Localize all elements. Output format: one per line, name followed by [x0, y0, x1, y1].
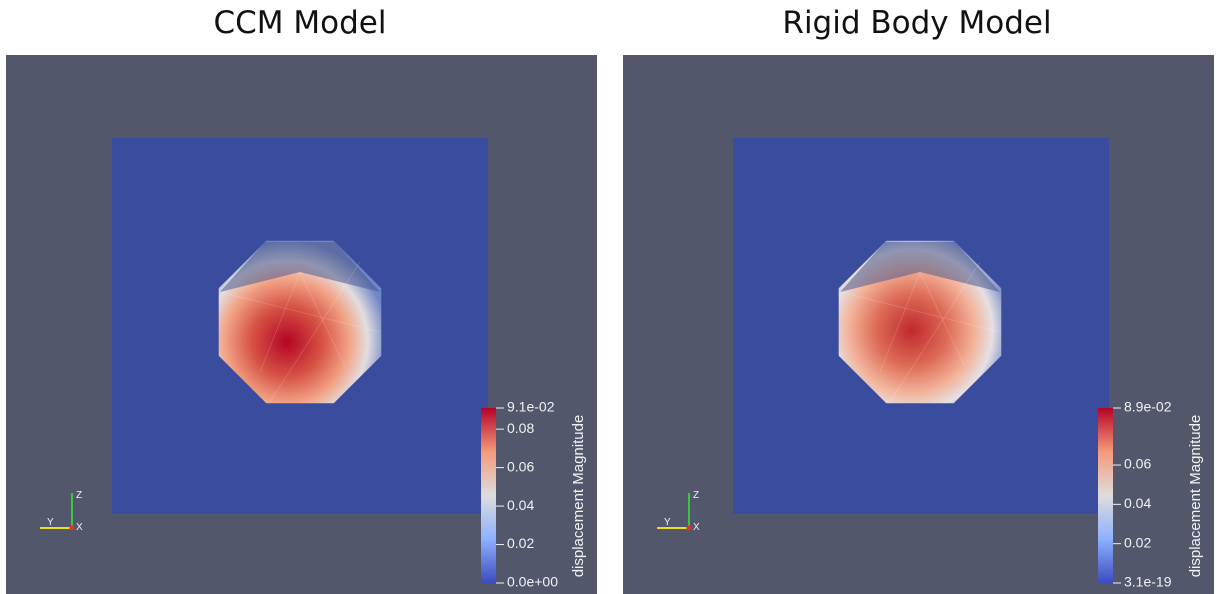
colorbar-tick-label: 0.04 [1124, 495, 1151, 511]
triad-z-label: Z [693, 490, 699, 501]
colorbar [1098, 408, 1113, 583]
triad-y-label: Y [47, 517, 54, 528]
colorbar-tick-label: 8.9e-02 [1124, 399, 1172, 415]
panel-title: CCM Model [214, 5, 387, 41]
colorbar-tick-label: 0.0e+00 [507, 574, 558, 590]
colorbar-tick-label: 0.04 [507, 497, 534, 513]
colorbar [481, 408, 496, 583]
panel: Rigid Body Model 3.1e-19 0.02 0.04 0.06 8.9e-… [623, 5, 1214, 594]
triad-x [687, 526, 692, 531]
colorbar-tick-label: 3.1e-19 [1124, 574, 1172, 590]
triad-z-label: Z [76, 490, 82, 501]
colorbar-tick-label: 0.08 [507, 420, 534, 436]
panel-title: Rigid Body Model [782, 5, 1051, 41]
colorbar-tick-label: 0.02 [507, 535, 534, 551]
triad-y-label: Y [664, 517, 671, 528]
colorbar-tick-label: 0.06 [1124, 456, 1151, 472]
panel: CCM Model 0.0e+00 0.02 0.04 0.06 0.08 9.1e-02 d… [6, 5, 597, 594]
colorbar-label: displacement Magnitude [570, 415, 587, 578]
colorbar-tick-label: 0.02 [1124, 534, 1151, 550]
colorbar-label: displacement Magnitude [1187, 415, 1204, 578]
triad-x-label: X [693, 522, 700, 533]
triad-x [70, 526, 75, 531]
colorbar-tick-label: 0.06 [507, 458, 534, 474]
colorbar-tick-label: 9.1e-02 [507, 399, 555, 415]
triad-x-label: X [76, 522, 83, 533]
figure: CCM Model 0.0e+00 0.02 0.04 0.06 0.08 9.1e-02 d… [0, 0, 1217, 594]
